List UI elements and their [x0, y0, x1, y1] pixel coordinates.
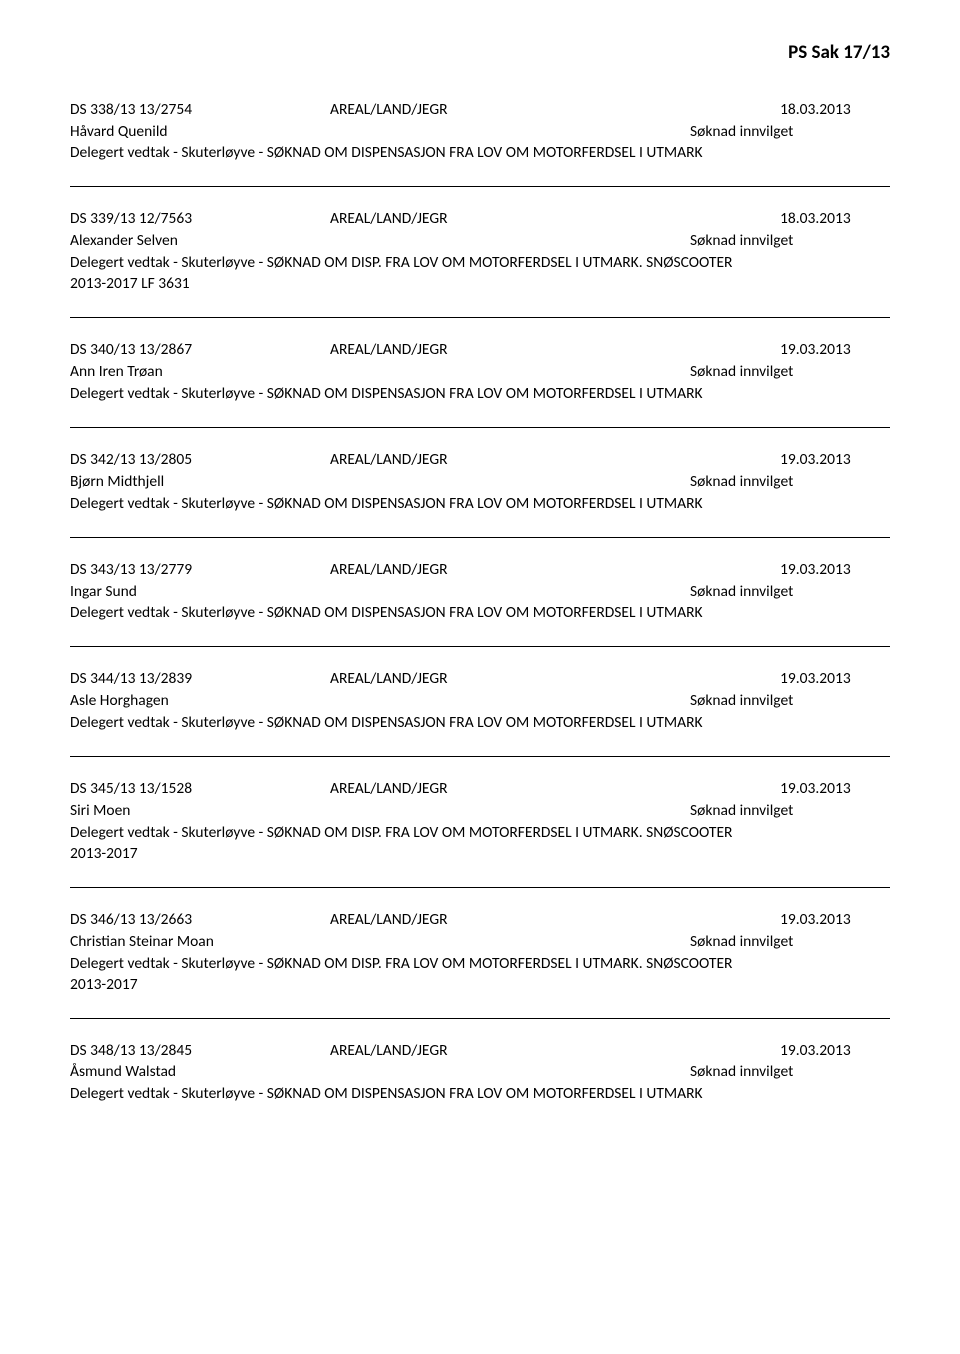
case-id: DS 343/13 13/2779	[70, 560, 330, 581]
case-status: Søknad innvilget	[690, 691, 890, 712]
applicant-name: Alexander Selven	[70, 231, 690, 252]
case-description: Delegert vedtak - Skuterløyve - SØKNAD O…	[70, 603, 890, 624]
entry-row-meta: DS 345/13 13/1528AREAL/LAND/JEGR19.03.20…	[70, 779, 890, 800]
case-description-suffix: 2013-2017	[70, 975, 890, 996]
case-description-suffix: 2013-2017	[70, 844, 890, 865]
entry-row-meta: DS 348/13 13/2845AREAL/LAND/JEGR19.03.20…	[70, 1041, 890, 1062]
case-status: Søknad innvilget	[690, 362, 890, 383]
entry-row-meta: DS 344/13 13/2839AREAL/LAND/JEGR19.03.20…	[70, 669, 890, 690]
case-description: Delegert vedtak - Skuterløyve - SØKNAD O…	[70, 384, 890, 405]
case-date: 19.03.2013	[780, 450, 890, 471]
entry-row-name: Christian Steinar MoanSøknad innvilget	[70, 932, 890, 953]
applicant-name: Christian Steinar Moan	[70, 932, 690, 953]
case-entry: DS 342/13 13/2805AREAL/LAND/JEGR19.03.20…	[70, 427, 890, 537]
case-entry: DS 340/13 13/2867AREAL/LAND/JEGR19.03.20…	[70, 317, 890, 427]
case-category: AREAL/LAND/JEGR	[330, 1041, 780, 1062]
case-category: AREAL/LAND/JEGR	[330, 669, 780, 690]
case-status: Søknad innvilget	[690, 801, 890, 822]
case-description: Delegert vedtak - Skuterløyve - SØKNAD O…	[70, 494, 890, 515]
case-description: Delegert vedtak - Skuterløyve - SØKNAD O…	[70, 253, 890, 274]
case-description-suffix: 2013-2017 LF 3631	[70, 274, 890, 295]
case-date: 19.03.2013	[780, 910, 890, 931]
entry-row-name: Asle HorghagenSøknad innvilget	[70, 691, 890, 712]
applicant-name: Ann Iren Trøan	[70, 362, 690, 383]
entry-row-meta: DS 342/13 13/2805AREAL/LAND/JEGR19.03.20…	[70, 450, 890, 471]
case-date: 19.03.2013	[780, 340, 890, 361]
applicant-name: Bjørn Midthjell	[70, 472, 690, 493]
entry-row-meta: DS 346/13 13/2663AREAL/LAND/JEGR19.03.20…	[70, 910, 890, 931]
case-id: DS 345/13 13/1528	[70, 779, 330, 800]
applicant-name: Håvard Quenild	[70, 122, 690, 143]
entry-row-name: Ingar SundSøknad innvilget	[70, 582, 890, 603]
case-date: 19.03.2013	[780, 779, 890, 800]
case-date: 18.03.2013	[780, 100, 890, 121]
case-description: Delegert vedtak - Skuterløyve - SØKNAD O…	[70, 823, 890, 844]
applicant-name: Asle Horghagen	[70, 691, 690, 712]
entry-row-name: Alexander SelvenSøknad innvilget	[70, 231, 890, 252]
case-date: 18.03.2013	[780, 209, 890, 230]
case-category: AREAL/LAND/JEGR	[330, 209, 780, 230]
entry-row-name: Ann Iren TrøanSøknad innvilget	[70, 362, 890, 383]
applicant-name: Åsmund Walstad	[70, 1062, 690, 1083]
entries-list: DS 338/13 13/2754AREAL/LAND/JEGR18.03.20…	[70, 94, 890, 1128]
case-status: Søknad innvilget	[690, 231, 890, 252]
entry-row-name: Siri MoenSøknad innvilget	[70, 801, 890, 822]
case-description: Delegert vedtak - Skuterløyve - SØKNAD O…	[70, 713, 890, 734]
entry-row-meta: DS 340/13 13/2867AREAL/LAND/JEGR19.03.20…	[70, 340, 890, 361]
case-category: AREAL/LAND/JEGR	[330, 910, 780, 931]
case-description: Delegert vedtak - Skuterløyve - SØKNAD O…	[70, 143, 890, 164]
case-entry: DS 345/13 13/1528AREAL/LAND/JEGR19.03.20…	[70, 756, 890, 887]
case-id: DS 346/13 13/2663	[70, 910, 330, 931]
case-id: DS 348/13 13/2845	[70, 1041, 330, 1062]
case-entry: DS 338/13 13/2754AREAL/LAND/JEGR18.03.20…	[70, 94, 890, 187]
case-status: Søknad innvilget	[690, 472, 890, 493]
entry-row-meta: DS 343/13 13/2779AREAL/LAND/JEGR19.03.20…	[70, 560, 890, 581]
case-status: Søknad innvilget	[690, 1062, 890, 1083]
case-entry: DS 343/13 13/2779AREAL/LAND/JEGR19.03.20…	[70, 537, 890, 647]
case-status: Søknad innvilget	[690, 582, 890, 603]
entry-row-name: Bjørn MidthjellSøknad innvilget	[70, 472, 890, 493]
case-status: Søknad innvilget	[690, 932, 890, 953]
entry-row-name: Håvard QuenildSøknad innvilget	[70, 122, 890, 143]
case-description: Delegert vedtak - Skuterløyve - SØKNAD O…	[70, 1084, 890, 1105]
applicant-name: Siri Moen	[70, 801, 690, 822]
case-id: DS 344/13 13/2839	[70, 669, 330, 690]
case-entry: DS 339/13 12/7563AREAL/LAND/JEGR18.03.20…	[70, 186, 890, 317]
case-entry: DS 346/13 13/2663AREAL/LAND/JEGR19.03.20…	[70, 887, 890, 1018]
case-id: DS 338/13 13/2754	[70, 100, 330, 121]
case-category: AREAL/LAND/JEGR	[330, 100, 780, 121]
case-category: AREAL/LAND/JEGR	[330, 340, 780, 361]
page-header: PS Sak 17/13	[70, 40, 890, 66]
case-category: AREAL/LAND/JEGR	[330, 450, 780, 471]
case-id: DS 342/13 13/2805	[70, 450, 330, 471]
applicant-name: Ingar Sund	[70, 582, 690, 603]
case-description: Delegert vedtak - Skuterløyve - SØKNAD O…	[70, 954, 890, 975]
case-category: AREAL/LAND/JEGR	[330, 560, 780, 581]
case-category: AREAL/LAND/JEGR	[330, 779, 780, 800]
case-date: 19.03.2013	[780, 1041, 890, 1062]
case-date: 19.03.2013	[780, 669, 890, 690]
case-date: 19.03.2013	[780, 560, 890, 581]
case-entry: DS 344/13 13/2839AREAL/LAND/JEGR19.03.20…	[70, 646, 890, 756]
case-id: DS 339/13 12/7563	[70, 209, 330, 230]
case-entry: DS 348/13 13/2845AREAL/LAND/JEGR19.03.20…	[70, 1018, 890, 1128]
case-id: DS 340/13 13/2867	[70, 340, 330, 361]
entry-row-meta: DS 339/13 12/7563AREAL/LAND/JEGR18.03.20…	[70, 209, 890, 230]
entry-row-meta: DS 338/13 13/2754AREAL/LAND/JEGR18.03.20…	[70, 100, 890, 121]
entry-row-name: Åsmund WalstadSøknad innvilget	[70, 1062, 890, 1083]
case-status: Søknad innvilget	[690, 122, 890, 143]
